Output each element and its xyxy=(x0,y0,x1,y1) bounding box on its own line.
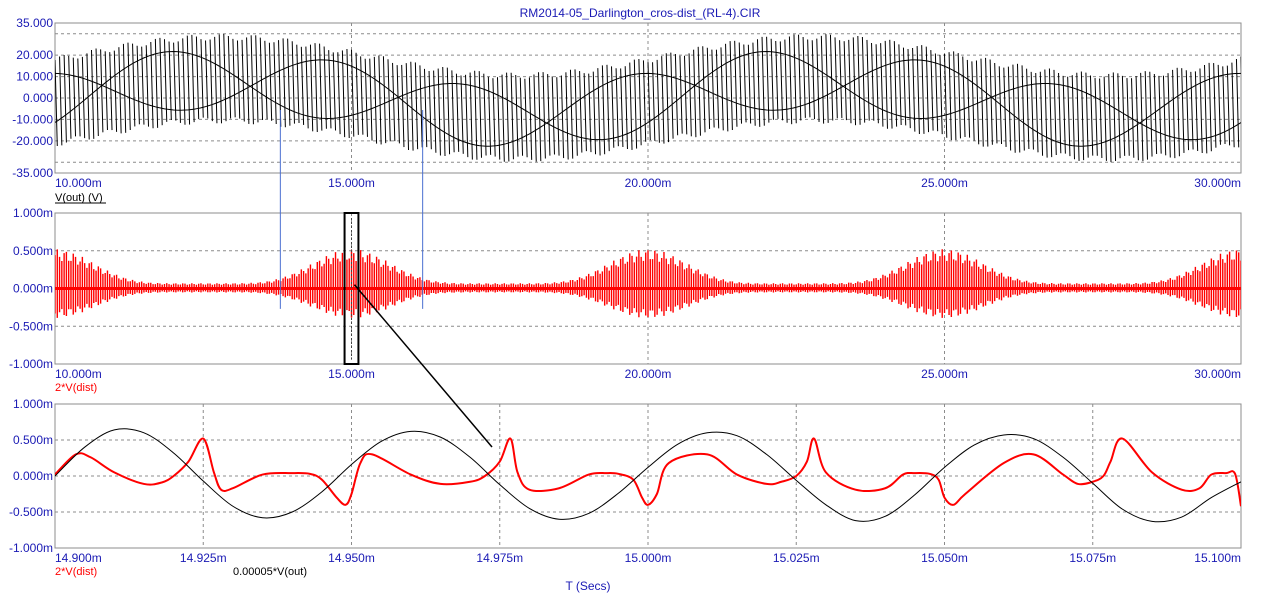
x-tick-label: 10.000m xyxy=(55,176,102,190)
x-tick-label: 15.025m xyxy=(773,551,820,565)
vout-envelope xyxy=(55,59,1241,147)
x-tick-label: 14.925m xyxy=(180,551,227,565)
mid-series-label: 2*V(dist) xyxy=(55,382,97,394)
x-tick-label: 25.000m xyxy=(921,176,968,190)
y-tick-label: 10.000 xyxy=(16,70,53,84)
y-tick-label: -0.500m xyxy=(9,505,53,519)
x-tick-label: 20.000m xyxy=(625,176,672,190)
vout-strokes xyxy=(55,33,1241,163)
vout-envelope xyxy=(55,51,1241,141)
dist-strokes xyxy=(55,249,1241,318)
y-tick-label: -10.000 xyxy=(12,112,53,126)
x-tick-label: 15.000m xyxy=(625,551,672,565)
y-tick-label: 0.000 xyxy=(23,91,53,105)
x-tick-label: 15.000m xyxy=(328,367,375,381)
x-tick-label: 14.975m xyxy=(476,551,523,565)
dist-trace xyxy=(55,249,1241,318)
x-tick-label: 15.050m xyxy=(921,551,968,565)
y-tick-label: 0.000m xyxy=(13,469,53,483)
y-tick-label: 35.000 xyxy=(16,16,53,30)
x-tick-label: 20.000m xyxy=(625,367,672,381)
y-tick-label: -1.000m xyxy=(9,357,53,371)
vout-zoom-line xyxy=(55,428,1241,523)
x-tick-label: 30.000m xyxy=(1194,367,1241,381)
annotation-overlay xyxy=(279,110,493,448)
zoom-pointer-line xyxy=(353,284,493,448)
x-tick-label: 15.000m xyxy=(328,176,375,190)
x-tick-label: 14.900m xyxy=(55,551,102,565)
y-tick-label: 0.000m xyxy=(13,282,53,296)
y-tick-label: 20.000 xyxy=(16,48,53,62)
x-tick-label: 15.100m xyxy=(1194,551,1241,565)
x-tick-label: 10.000m xyxy=(55,367,102,381)
bottom-series-label-vout: 0.00005*V(out) xyxy=(233,566,307,578)
vout-trace xyxy=(55,33,1241,163)
y-tick-label: 1.000m xyxy=(13,206,53,220)
x-tick-label: 14.950m xyxy=(328,551,375,565)
top-series-label: V(out) (V) xyxy=(55,192,103,204)
dist-zoom-line xyxy=(55,437,1241,507)
x-tick-label: 15.075m xyxy=(1069,551,1116,565)
window-title: RM2014-05_Darlington_cros-dist_(RL-4).CI… xyxy=(520,6,761,20)
vout-zoom-trace xyxy=(55,428,1241,523)
top-panel: 35.000 20.000 10.000 0.000 -10.000 -20.000 -35… xyxy=(12,16,1242,190)
x-axis-label: T (Secs) xyxy=(565,579,610,593)
y-tick-label: 1.000m xyxy=(13,397,53,411)
bottom-series-label-dist: 2*V(dist) xyxy=(55,566,97,578)
x-tick-label: 30.000m xyxy=(1194,176,1241,190)
y-tick-label: -20.000 xyxy=(12,134,53,148)
y-tick-label: -0.500m xyxy=(9,319,53,333)
y-tick-label: -1.000m xyxy=(9,541,53,555)
y-tick-label: 0.500m xyxy=(13,433,53,447)
x-tick-label: 25.000m xyxy=(921,367,968,381)
dist-zoom-trace xyxy=(55,437,1241,507)
y-tick-label: -35.000 xyxy=(12,166,53,180)
y-tick-label: 0.500m xyxy=(13,244,53,258)
